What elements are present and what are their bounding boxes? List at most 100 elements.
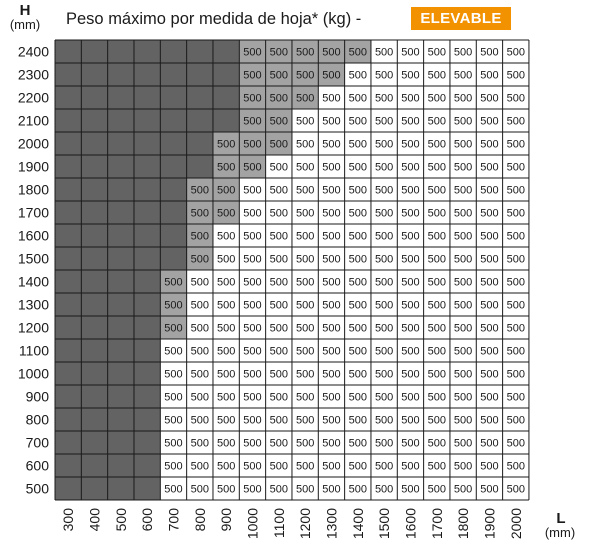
grid-cell — [449, 293, 477, 316]
x-tick-label: 1400 — [350, 508, 366, 539]
cell-value-label: 500 — [401, 438, 419, 450]
grid-cell — [291, 385, 319, 408]
y-tick-label: 1800 — [18, 182, 49, 198]
cell-value-label: 500 — [349, 369, 367, 381]
grid-cell — [239, 109, 266, 132]
cell-value-label: 500 — [507, 346, 525, 358]
grid-cell — [291, 86, 319, 109]
cell-value-label: 500 — [243, 346, 261, 358]
cell-value-label: 500 — [270, 438, 288, 450]
grid-cell — [212, 86, 240, 109]
cell-value-label: 500 — [375, 277, 393, 289]
cell-value-label: 500 — [349, 70, 367, 82]
grid-cell — [133, 86, 161, 109]
x-axis-label: L — [556, 510, 566, 527]
grid-cell — [133, 63, 161, 86]
cell-value-label: 500 — [375, 346, 393, 358]
grid-cell — [265, 178, 292, 201]
grid-cell — [502, 40, 529, 63]
grid-cell — [370, 40, 398, 63]
grid-cell — [370, 178, 398, 201]
grid-cell — [397, 224, 424, 247]
grid-cell — [344, 362, 371, 385]
cell-value-label: 500 — [401, 116, 419, 128]
cell-value-label: 500 — [428, 185, 446, 197]
grid-cell — [55, 408, 82, 431]
grid-cell — [160, 40, 187, 63]
grid-cell — [107, 201, 134, 224]
y-tick-label: 1200 — [18, 320, 49, 336]
grid-cell — [107, 86, 134, 109]
grid-cell — [449, 270, 477, 293]
grid-cell — [370, 86, 398, 109]
cell-value-label: 500 — [480, 484, 498, 496]
cell-value-label: 500 — [507, 208, 525, 220]
cell-value-label: 500 — [401, 323, 419, 335]
grid-cell — [502, 431, 529, 454]
grid-cell — [370, 201, 398, 224]
cell-value-label: 500 — [349, 277, 367, 289]
grid-cell — [107, 385, 134, 408]
cell-value-label: 500 — [349, 254, 367, 266]
grid-cell — [265, 247, 292, 270]
grid-cell — [239, 316, 266, 339]
cell-value-label: 500 — [428, 208, 446, 220]
grid-cell — [370, 155, 398, 178]
grid-cell — [107, 247, 134, 270]
grid-cell — [397, 86, 424, 109]
cell-value-label: 500 — [164, 277, 182, 289]
grid-cell — [370, 408, 398, 431]
cell-value-label: 500 — [243, 438, 261, 450]
y-tick-label: 1300 — [18, 297, 49, 313]
cell-value-label: 500 — [296, 392, 314, 404]
cell-value-label: 500 — [507, 461, 525, 473]
cell-value-label: 500 — [428, 484, 446, 496]
grid-cell — [318, 339, 345, 362]
grid-cell — [318, 109, 345, 132]
cell-value-label: 500 — [296, 116, 314, 128]
grid-cell — [397, 454, 424, 477]
grid-cell — [318, 408, 345, 431]
cell-value-label: 500 — [243, 392, 261, 404]
cell-value-label: 500 — [507, 415, 525, 427]
y-axis-label: H — [19, 2, 31, 19]
grid-cell — [344, 132, 371, 155]
grid-cell — [344, 86, 371, 109]
cell-value-label: 500 — [296, 346, 314, 358]
grid-cell — [344, 201, 371, 224]
y-tick-label: 1000 — [18, 366, 49, 382]
grid-cell — [291, 109, 319, 132]
cell-value-label: 500 — [217, 392, 235, 404]
grid-cell — [55, 201, 82, 224]
grid-cell — [318, 63, 345, 86]
cell-value-label: 500 — [454, 208, 472, 220]
cell-value-label: 500 — [243, 484, 261, 496]
cell-value-label: 500 — [480, 139, 498, 151]
cell-value-label: 500 — [191, 484, 209, 496]
grid-cell — [291, 293, 319, 316]
grid-cell — [449, 247, 477, 270]
grid-cell — [397, 385, 424, 408]
cell-value-label: 500 — [296, 323, 314, 335]
grid-cell — [344, 270, 371, 293]
cell-value-label: 500 — [243, 93, 261, 105]
cell-value-label: 500 — [375, 185, 393, 197]
grid-cell — [186, 40, 213, 63]
cell-value-label: 500 — [164, 323, 182, 335]
grid-cell — [186, 316, 213, 339]
grid-cell — [133, 247, 161, 270]
cell-value-label: 500 — [217, 300, 235, 312]
grid-cell — [291, 408, 319, 431]
grid-cell — [55, 40, 82, 63]
cell-value-label: 500 — [401, 70, 419, 82]
cell-value-label: 500 — [349, 231, 367, 243]
cell-value-label: 500 — [217, 415, 235, 427]
cell-value-label: 500 — [401, 484, 419, 496]
cell-value-label: 500 — [349, 461, 367, 473]
grid-cell — [449, 201, 477, 224]
cell-value-label: 500 — [401, 369, 419, 381]
grid-cell — [81, 362, 108, 385]
x-tick-label: 1500 — [376, 508, 392, 539]
grid-cell — [265, 201, 292, 224]
cell-value-label: 500 — [480, 47, 498, 59]
